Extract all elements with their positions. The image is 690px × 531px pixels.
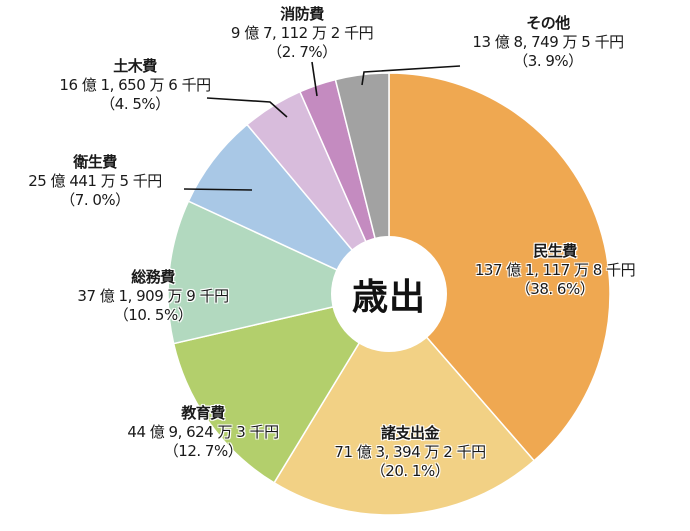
leader-line-shobo [311,61,318,97]
label-amount: 25 億 441 万 5 千円 [28,172,162,190]
leader-line-sonota [361,65,461,86]
label-sonota: その他 13 億 8, 749 万 5 千円 （3. 9%） [472,14,624,71]
label-name: 総務費 [131,268,175,286]
label-amount: 37 億 1, 909 万 9 千円 [77,287,229,305]
label-amount: 16 億 1, 650 万 6 千円 [59,76,211,94]
label-percent: （20. 1%） [370,462,450,480]
label-percent: （3. 9%） [513,52,583,70]
label-percent: （2. 7%） [267,43,337,61]
label-shoshishutsu: 諸支出金 71 億 3, 394 万 2 千円 （20. 1%） [334,424,486,481]
donut-hole [331,236,447,352]
label-minsei: 民生費 137 億 1, 117 万 8 千円 （38. 6%） [474,242,636,299]
leader-lines [183,61,461,191]
label-percent: （7. 0%） [60,191,130,209]
label-percent: （4. 5%） [100,95,170,113]
label-percent: （12. 7%） [163,442,243,460]
label-somu: 総務費 37 億 1, 909 万 9 千円 （10. 5%） [77,268,229,325]
center-label: 歳出 [351,277,427,318]
label-name: 消防費 [280,5,324,23]
label-amount: 13 億 8, 749 万 5 千円 [472,33,624,51]
pie-slices [167,72,611,516]
pie-slice-2 [172,292,391,484]
label-name: 民生費 [533,242,577,260]
label-shobo: 消防費 9 億 7, 112 万 2 千円 （2. 7%） [230,5,374,62]
pie-slice-0 [388,72,611,462]
label-amount: 137 億 1, 117 万 8 千円 [474,261,636,279]
label-name: 諸支出金 [380,424,440,442]
label-name: 教育費 [181,404,225,422]
label-percent: （10. 5%） [113,306,193,324]
pie-slice-1 [273,292,536,516]
label-name: その他 [526,14,570,32]
label-name: 衛生費 [73,153,117,171]
label-name: 土木費 [113,57,157,75]
label-amount: 9 億 7, 112 万 2 千円 [230,24,374,42]
pie-slice-3 [167,200,392,345]
label-percent: （38. 6%） [515,280,595,298]
label-amount: 44 億 9, 624 万 3 千円 [127,423,279,441]
label-amount: 71 億 3, 394 万 2 千円 [334,443,486,461]
leader-line-eisei [183,188,253,191]
leader-line-doboku [206,97,288,118]
label-kyoiku: 教育費 44 億 9, 624 万 3 千円 （12. 7%） [127,404,279,461]
label-doboku: 土木費 16 億 1, 650 万 6 千円 （4. 5%） [59,57,211,114]
label-eisei: 衛生費 25 億 441 万 5 千円 （7. 0%） [28,153,162,210]
